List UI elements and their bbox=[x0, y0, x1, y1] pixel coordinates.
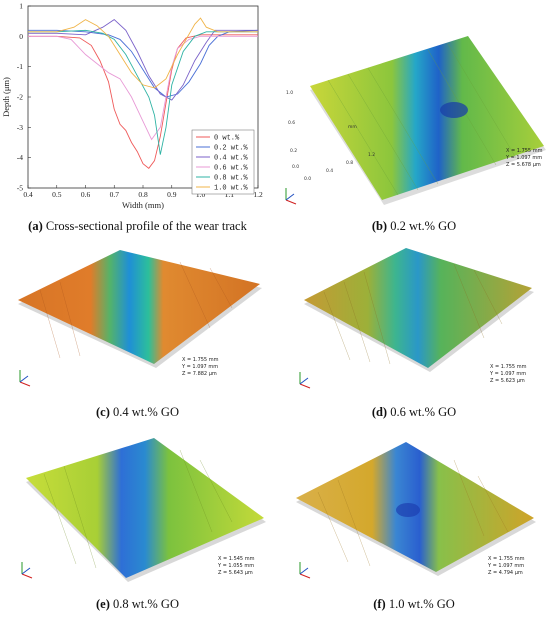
surface-b-tick: 0.6 bbox=[288, 120, 295, 126]
y-tick-label: 0 bbox=[19, 32, 23, 41]
surface-b-tick: 1.2 bbox=[368, 152, 375, 158]
surface-b-readout-y: Y = 1.097 mm bbox=[505, 155, 542, 161]
y-tick-label: -3 bbox=[17, 123, 23, 132]
caption-c: (c) 0.4 wt.% GO bbox=[96, 405, 179, 419]
surface-c-top bbox=[18, 250, 260, 364]
series-line-0 bbox=[28, 34, 258, 169]
y-tick-label: -2 bbox=[17, 93, 23, 102]
series-line-4 bbox=[28, 29, 258, 155]
surface-f-readout-z: Z = 4.794 μm bbox=[488, 570, 523, 576]
x-tick-label: 0.7 bbox=[110, 190, 120, 199]
surface-d-top bbox=[304, 248, 532, 368]
surface-f: X = 1.755 mm Y = 1.097 mm Z = 4.794 μm bbox=[296, 442, 536, 579]
legend-box bbox=[191, 129, 255, 195]
surface-d: X = 1.755 mm Y = 1.097 mm Z = 5.623 μm bbox=[299, 248, 534, 389]
surface-c-readout-y: Y = 1.097 mm bbox=[181, 364, 218, 370]
surface-c-readout-x: X = 1.755 mm bbox=[182, 357, 219, 363]
x-tick-label: 0.9 bbox=[167, 190, 177, 199]
axis-triad-icon bbox=[285, 188, 297, 205]
legend-label: 0 wt.% bbox=[214, 135, 240, 143]
surface-b-tick: 0.0 bbox=[304, 176, 311, 182]
series-line-1 bbox=[28, 29, 259, 98]
legend-label: 0.2 wt.% bbox=[214, 145, 248, 153]
caption-d: (d) 0.6 wt.% GO bbox=[371, 405, 457, 419]
surface-b-tick: mm bbox=[348, 125, 357, 130]
x-axis-label: Width (mm) bbox=[122, 200, 164, 210]
axis-triad-icon bbox=[299, 372, 311, 389]
caption-a: (a) Cross-sectional profile of the wear … bbox=[28, 219, 247, 233]
axis-triad-icon bbox=[21, 562, 33, 579]
profile-chart-panel: 0.4 0.5 0.6 0.7 0.8 0.9 1.0 1.1 1.2 1 0 -1 -2 -3 -4 -5 W… bbox=[0, 0, 275, 235]
y-tick-label: -1 bbox=[17, 62, 23, 71]
axis-triad-icon bbox=[299, 562, 311, 579]
caption-f: (f) 1.0 wt.% GO bbox=[373, 597, 455, 611]
surface-b: 1.0 0.6 0.2 0.0 0.0 0.4 0.8 1.2 mm X = 1… bbox=[285, 36, 546, 205]
x-tick-label: 0.8 bbox=[138, 190, 148, 199]
surface-e-readout-x: X = 1.545 mm bbox=[218, 556, 255, 562]
legend-label: 0.6 wt.% bbox=[214, 165, 248, 173]
x-tick-label: 1.2 bbox=[253, 190, 263, 199]
surface-e-top bbox=[26, 438, 264, 578]
legend-label: 0.8 wt.% bbox=[214, 175, 248, 183]
surface-b-tick: 0.4 bbox=[326, 168, 333, 174]
caption-b: (b) 0.2 wt.% GO bbox=[371, 219, 457, 233]
surface-b-tick: 1.0 bbox=[286, 90, 293, 96]
caption-e: (e) 0.8 wt.% GO bbox=[96, 597, 179, 611]
x-tick-label: 0.5 bbox=[52, 190, 62, 199]
x-tick-label: 0.4 bbox=[23, 190, 33, 199]
legend-label: 1.0 wt.% bbox=[214, 185, 248, 193]
surface-b-tick: 0.0 bbox=[292, 164, 299, 170]
series-line-5 bbox=[28, 17, 258, 89]
y-tick-label: 1 bbox=[19, 2, 23, 11]
surface-e: X = 1.545 mm Y = 1.055 mm Z = 5.643 μm bbox=[21, 438, 266, 582]
surface-e-readout-z: Z = 5.643 μm bbox=[218, 570, 253, 576]
y-axis-label: Depth (μm) bbox=[1, 77, 11, 117]
legend-label: 0.4 wt.% bbox=[214, 155, 248, 163]
x-tick-label: 1.0 bbox=[196, 190, 206, 199]
surface-b-tick: 0.2 bbox=[290, 148, 297, 154]
surface-c-readout-z: Z = 7.882 μm bbox=[182, 371, 217, 377]
y-tick-label: -4 bbox=[17, 153, 23, 162]
surface-f-readout-y: Y = 1.097 mm bbox=[487, 563, 524, 569]
surface-b-readout-x: X = 1.755 mm bbox=[506, 148, 543, 154]
surface-b-readout-z: Z = 5.678 μm bbox=[506, 162, 541, 168]
surface-d-readout-y: Y = 1.097 mm bbox=[489, 371, 526, 377]
axis-triad-icon bbox=[19, 370, 31, 387]
surface-b-tick: 0.8 bbox=[346, 160, 353, 166]
y-tick-label: -5 bbox=[17, 184, 23, 193]
x-tick-label: 1.1 bbox=[225, 190, 235, 199]
surface-b-top bbox=[310, 36, 544, 200]
surface-d-readout-x: X = 1.755 mm bbox=[490, 364, 527, 370]
x-tick-label: 0.6 bbox=[81, 190, 91, 199]
surface-d-readout-z: Z = 5.623 μm bbox=[490, 378, 525, 384]
surface-f-readout-x: X = 1.755 mm bbox=[488, 556, 525, 562]
surface-e-readout-y: Y = 1.055 mm bbox=[217, 563, 254, 569]
profile-chart: 0.4 0.5 0.6 0.7 0.8 0.9 1.0 1.1 1.2 1 0 -1 -2 -3 -4 -5 W… bbox=[1, 2, 263, 211]
surface-c: X = 1.755 mm Y = 1.097 mm Z = 7.882 μm bbox=[18, 250, 262, 387]
series-line-3 bbox=[28, 35, 258, 141]
